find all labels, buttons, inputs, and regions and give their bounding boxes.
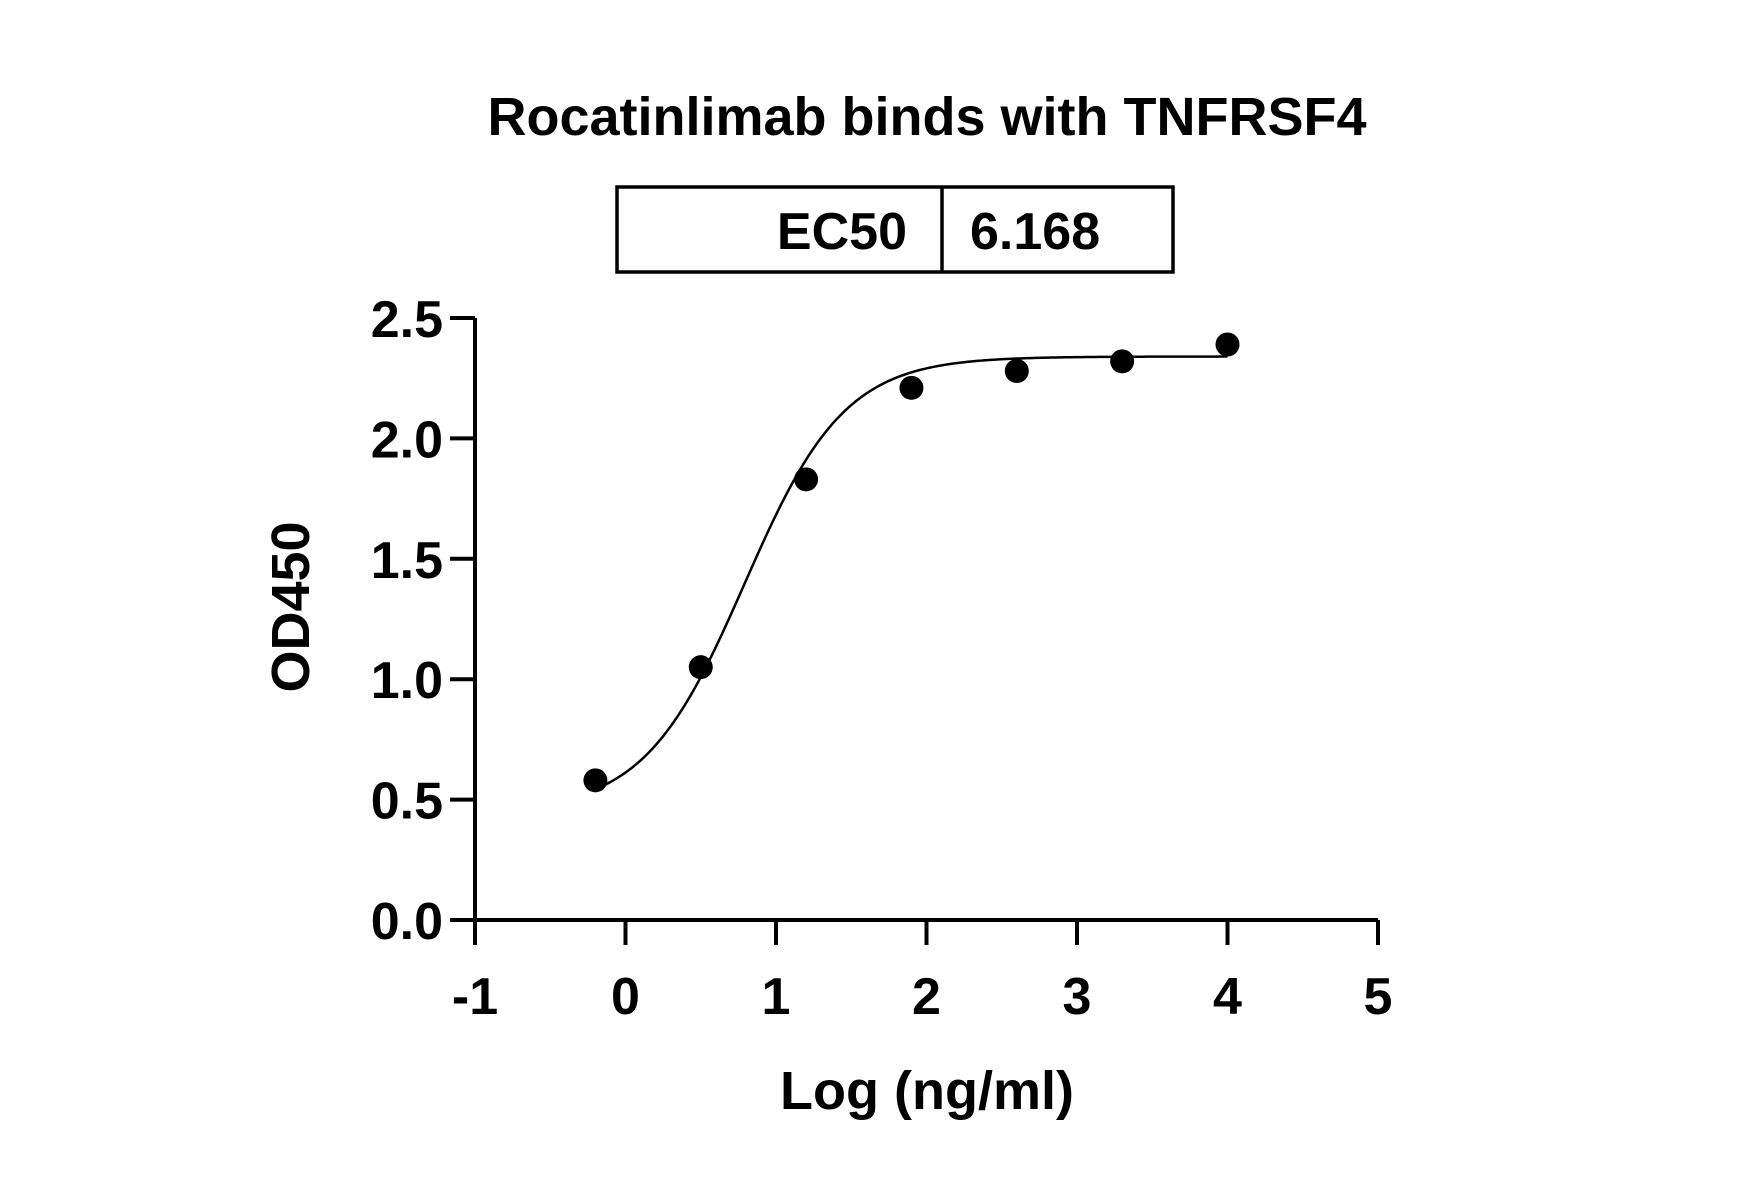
y-tick-label: 0.0 [371, 893, 443, 951]
axes [473, 318, 1378, 922]
data-point [583, 768, 608, 793]
data-point [1004, 358, 1029, 383]
data-point [794, 467, 819, 492]
y-tick-label: 1.5 [371, 532, 443, 590]
data-point [899, 375, 924, 400]
data-points [583, 332, 1240, 793]
data-point [1110, 349, 1135, 374]
chart-title: Rocatinlimab binds with TNFRSF4 [487, 87, 1366, 147]
y-tick-label: 0.5 [371, 773, 443, 831]
x-tick-label: 2 [912, 968, 941, 1026]
x-tick-label: 0 [611, 968, 640, 1026]
ec50-label: EC50 [777, 203, 907, 261]
y-axis-label: OD450 [261, 521, 321, 692]
x-tick-label: -1 [452, 968, 498, 1026]
ec50-box-frame [615, 185, 1175, 274]
ec50-value: 6.168 [970, 203, 1100, 261]
fit-curve [594, 355, 1228, 791]
y-tick-label: 1.0 [371, 652, 443, 710]
x-tick-label: 5 [1364, 968, 1393, 1026]
y-axis-ticks: 0.0 0.5 1.0 1.5 2.0 2.5 [371, 291, 475, 951]
x-tick-label: 1 [762, 968, 791, 1026]
y-tick-label: 2.0 [371, 411, 443, 469]
x-tick-label: 3 [1063, 968, 1092, 1026]
x-axis-ticks: -1 0 1 2 3 4 5 [452, 920, 1393, 1026]
x-tick-label: 4 [1213, 968, 1242, 1026]
x-axis-label: Log (ng/ml) [780, 1061, 1074, 1121]
y-tick-label: 2.5 [371, 291, 443, 349]
ec50-box: EC50 6.168 [615, 185, 1175, 274]
data-point [1215, 332, 1240, 357]
data-point [688, 655, 713, 680]
